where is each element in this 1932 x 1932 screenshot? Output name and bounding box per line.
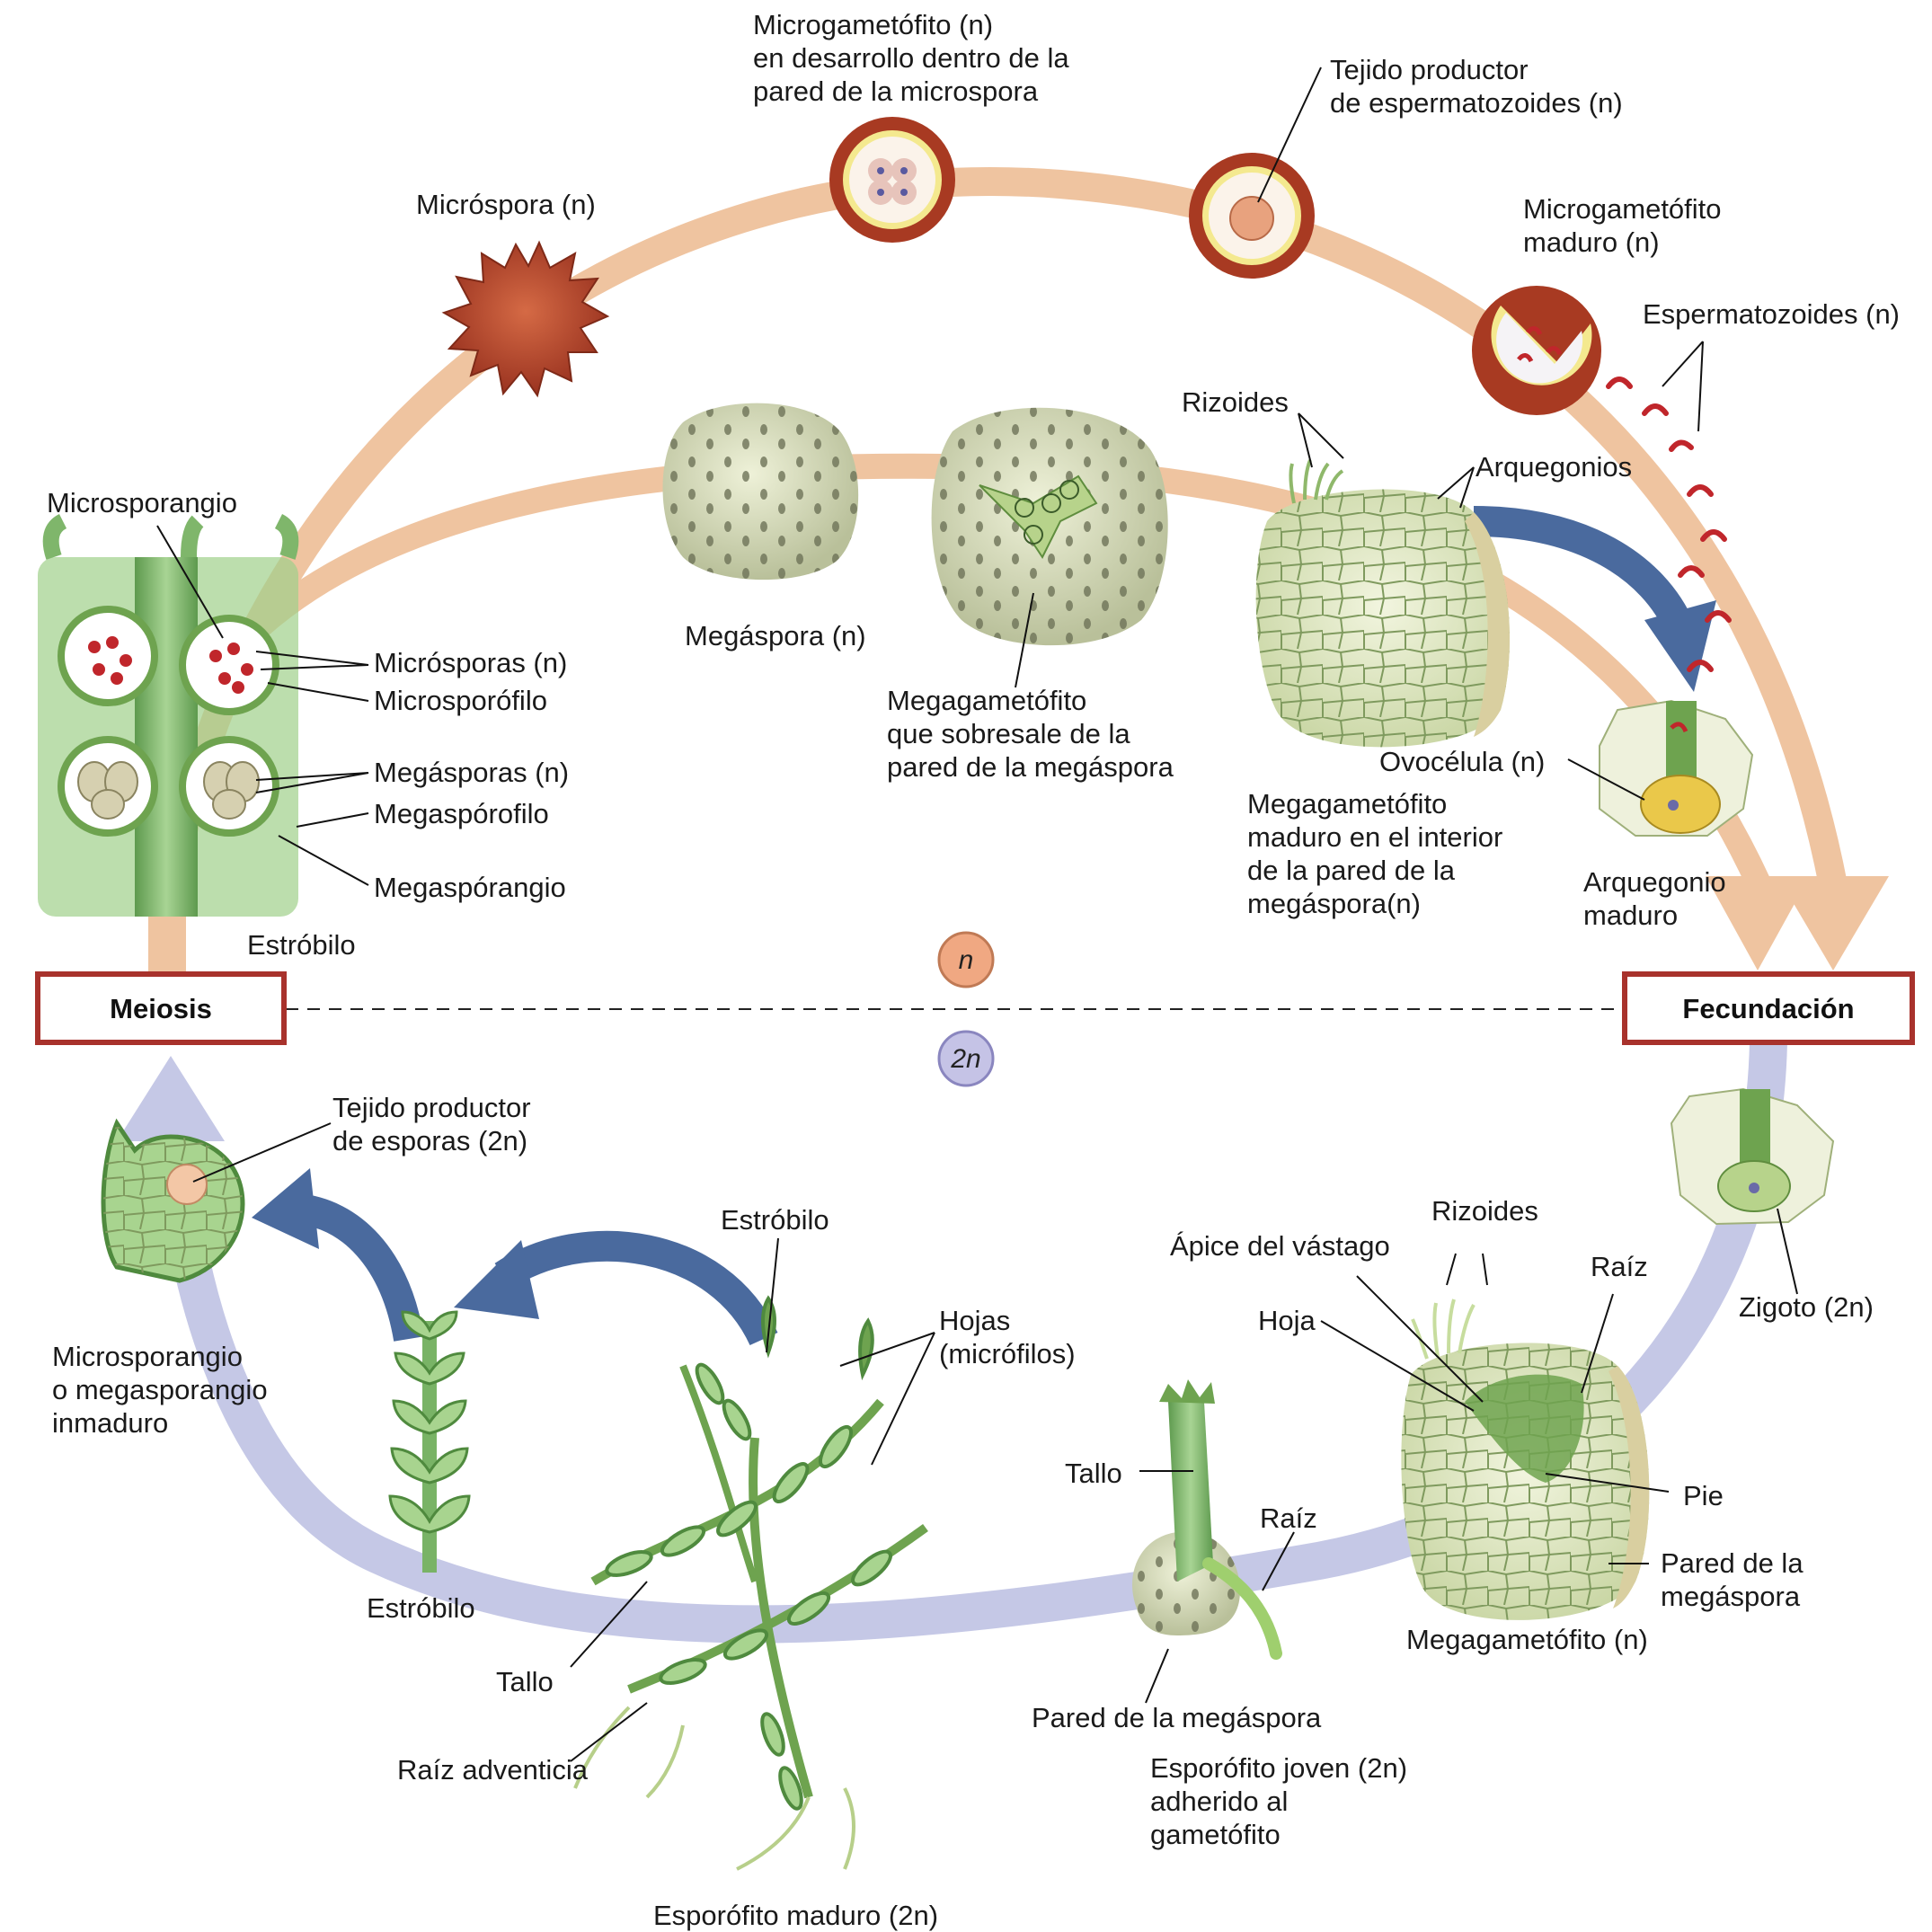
label-raiz-right: Raíz: [1591, 1251, 1648, 1282]
megagametofito-sobresale-illustration: [931, 407, 1168, 646]
megaspora-illustration: [662, 403, 859, 580]
fecundacion-box: Fecundación: [1622, 971, 1915, 1045]
label-microgametofito-maduro: Microgametófito maduro (n): [1523, 193, 1729, 258]
tejido-espermatozoides-illustration: [1189, 153, 1315, 279]
esporofito-joven-illustration: [1132, 1379, 1282, 1660]
leader-lines: [156, 66, 1798, 1762]
label-rizoides-top: Rizoides: [1182, 386, 1289, 418]
megagametofito-bottom-illustration: [1401, 1298, 1650, 1620]
label-estrobilo-bottom: Estróbilo: [367, 1592, 475, 1624]
label-estrobilo-top: Estróbilo: [247, 929, 356, 961]
microgametofito-maduro-illustration: [1472, 286, 1601, 415]
label-espermatozoides: Espermatozoides (n): [1643, 298, 1900, 330]
label-tejido-esporas: Tejido productor de esporas (2n): [332, 1092, 538, 1157]
label-microspora: Micróspora (n): [416, 189, 596, 220]
label-megagametofito-sobresale: Megagametófito que sobresale de la pared…: [887, 685, 1174, 783]
label-estrobilo-mid: Estróbilo: [721, 1204, 829, 1236]
label-arquegonio-maduro: Arquegonio maduro: [1583, 866, 1733, 931]
label-megagametofito-maduro: Megagametófito maduro en el interior de …: [1247, 788, 1511, 919]
label-microsporangio: Microsporangio: [47, 487, 237, 518]
label-apice: Ápice del vástago: [1170, 1230, 1390, 1262]
arquegonio-fertilization-arrow: [1473, 506, 1695, 636]
megagametofito-maduro-illustration: [1255, 459, 1510, 748]
label-megasporas: Megásporas (n): [374, 757, 569, 788]
label-pared-megaspora-right: Pared de la megáspora: [1661, 1547, 1811, 1612]
meiosis-label: Meiosis: [110, 993, 212, 1024]
label-sporangio-inmaduro: Microsporangio o megasporangio inmaduro: [52, 1341, 275, 1439]
label-tallo-mid: Tallo: [1065, 1458, 1122, 1489]
label-pared-megaspora-bottom: Pared de la megáspora: [1032, 1702, 1322, 1733]
sporangio-inmaduro-illustration: [101, 1118, 245, 1283]
svg-text:2n: 2n: [950, 1044, 980, 1074]
svg-text:n: n: [959, 945, 974, 975]
label-pie: Pie: [1683, 1480, 1724, 1511]
fecundacion-label: Fecundación: [1682, 993, 1854, 1024]
label-hojas: Hojas (micrófilos): [939, 1305, 1076, 1369]
label-raiz-mid: Raíz: [1260, 1502, 1317, 1534]
zigoto-illustration: [1670, 1087, 1835, 1226]
label-microgametofito-desarrollo: Microgametófito (n) en desarrollo dentro…: [753, 9, 1077, 107]
label-ovocelula: Ovocélula (n): [1379, 746, 1545, 777]
meiosis-box: Meiosis: [35, 971, 287, 1045]
label-raiz-adventicia: Raíz adventicia: [397, 1754, 589, 1786]
esporofito-maduro-illustration: [573, 1295, 928, 1871]
estrobilo-top-illustration: [38, 513, 299, 917]
arquegonio-maduro-illustration: [1599, 699, 1754, 837]
label-megasporangio: Megaspórangio: [374, 872, 566, 903]
strobilus-return-arrowhead: [454, 1240, 539, 1319]
haploid-badge: n: [937, 931, 995, 988]
label-esporofito-maduro: Esporófito maduro (2n): [653, 1900, 938, 1931]
arquegonio-fertilization-arrowhead: [1644, 600, 1716, 692]
label-rizoides-bottom: Rizoides: [1431, 1195, 1538, 1227]
labels: Microgametófito (n) en desarrollo dentro…: [47, 9, 1900, 1931]
label-arquegonios: Arquegonios: [1476, 451, 1632, 483]
espermatozoides-illustration: [1606, 377, 1732, 672]
estrobilo-mid-illustration: [388, 1310, 471, 1573]
sporangium-return-arrowhead: [252, 1168, 319, 1249]
microspora-illustration: [441, 240, 610, 398]
label-hoja: Hoja: [1258, 1305, 1316, 1336]
label-zigoto: Zigoto (2n): [1739, 1291, 1874, 1323]
label-tallo-left: Tallo: [496, 1666, 554, 1697]
label-megaspora: Megáspora (n): [685, 620, 866, 651]
strobilus-return-arrow: [494, 1230, 778, 1346]
diploid-badge: 2n: [937, 1030, 995, 1087]
label-megagametofito-n: Megagametófito (n): [1406, 1624, 1648, 1655]
microgametofito-desarrollo-illustration: [829, 117, 955, 243]
label-microsporas: Micrósporas (n): [374, 647, 567, 678]
label-esporofito-joven: Esporófito joven (2n) adherido al gametó…: [1150, 1752, 1415, 1850]
label-microsporofilo: Microsporófilo: [374, 685, 547, 716]
label-tejido-espermatozoides: Tejido productor de espermatozoides (n): [1330, 54, 1623, 119]
label-megasporofilo: Megaspórofilo: [374, 798, 549, 829]
